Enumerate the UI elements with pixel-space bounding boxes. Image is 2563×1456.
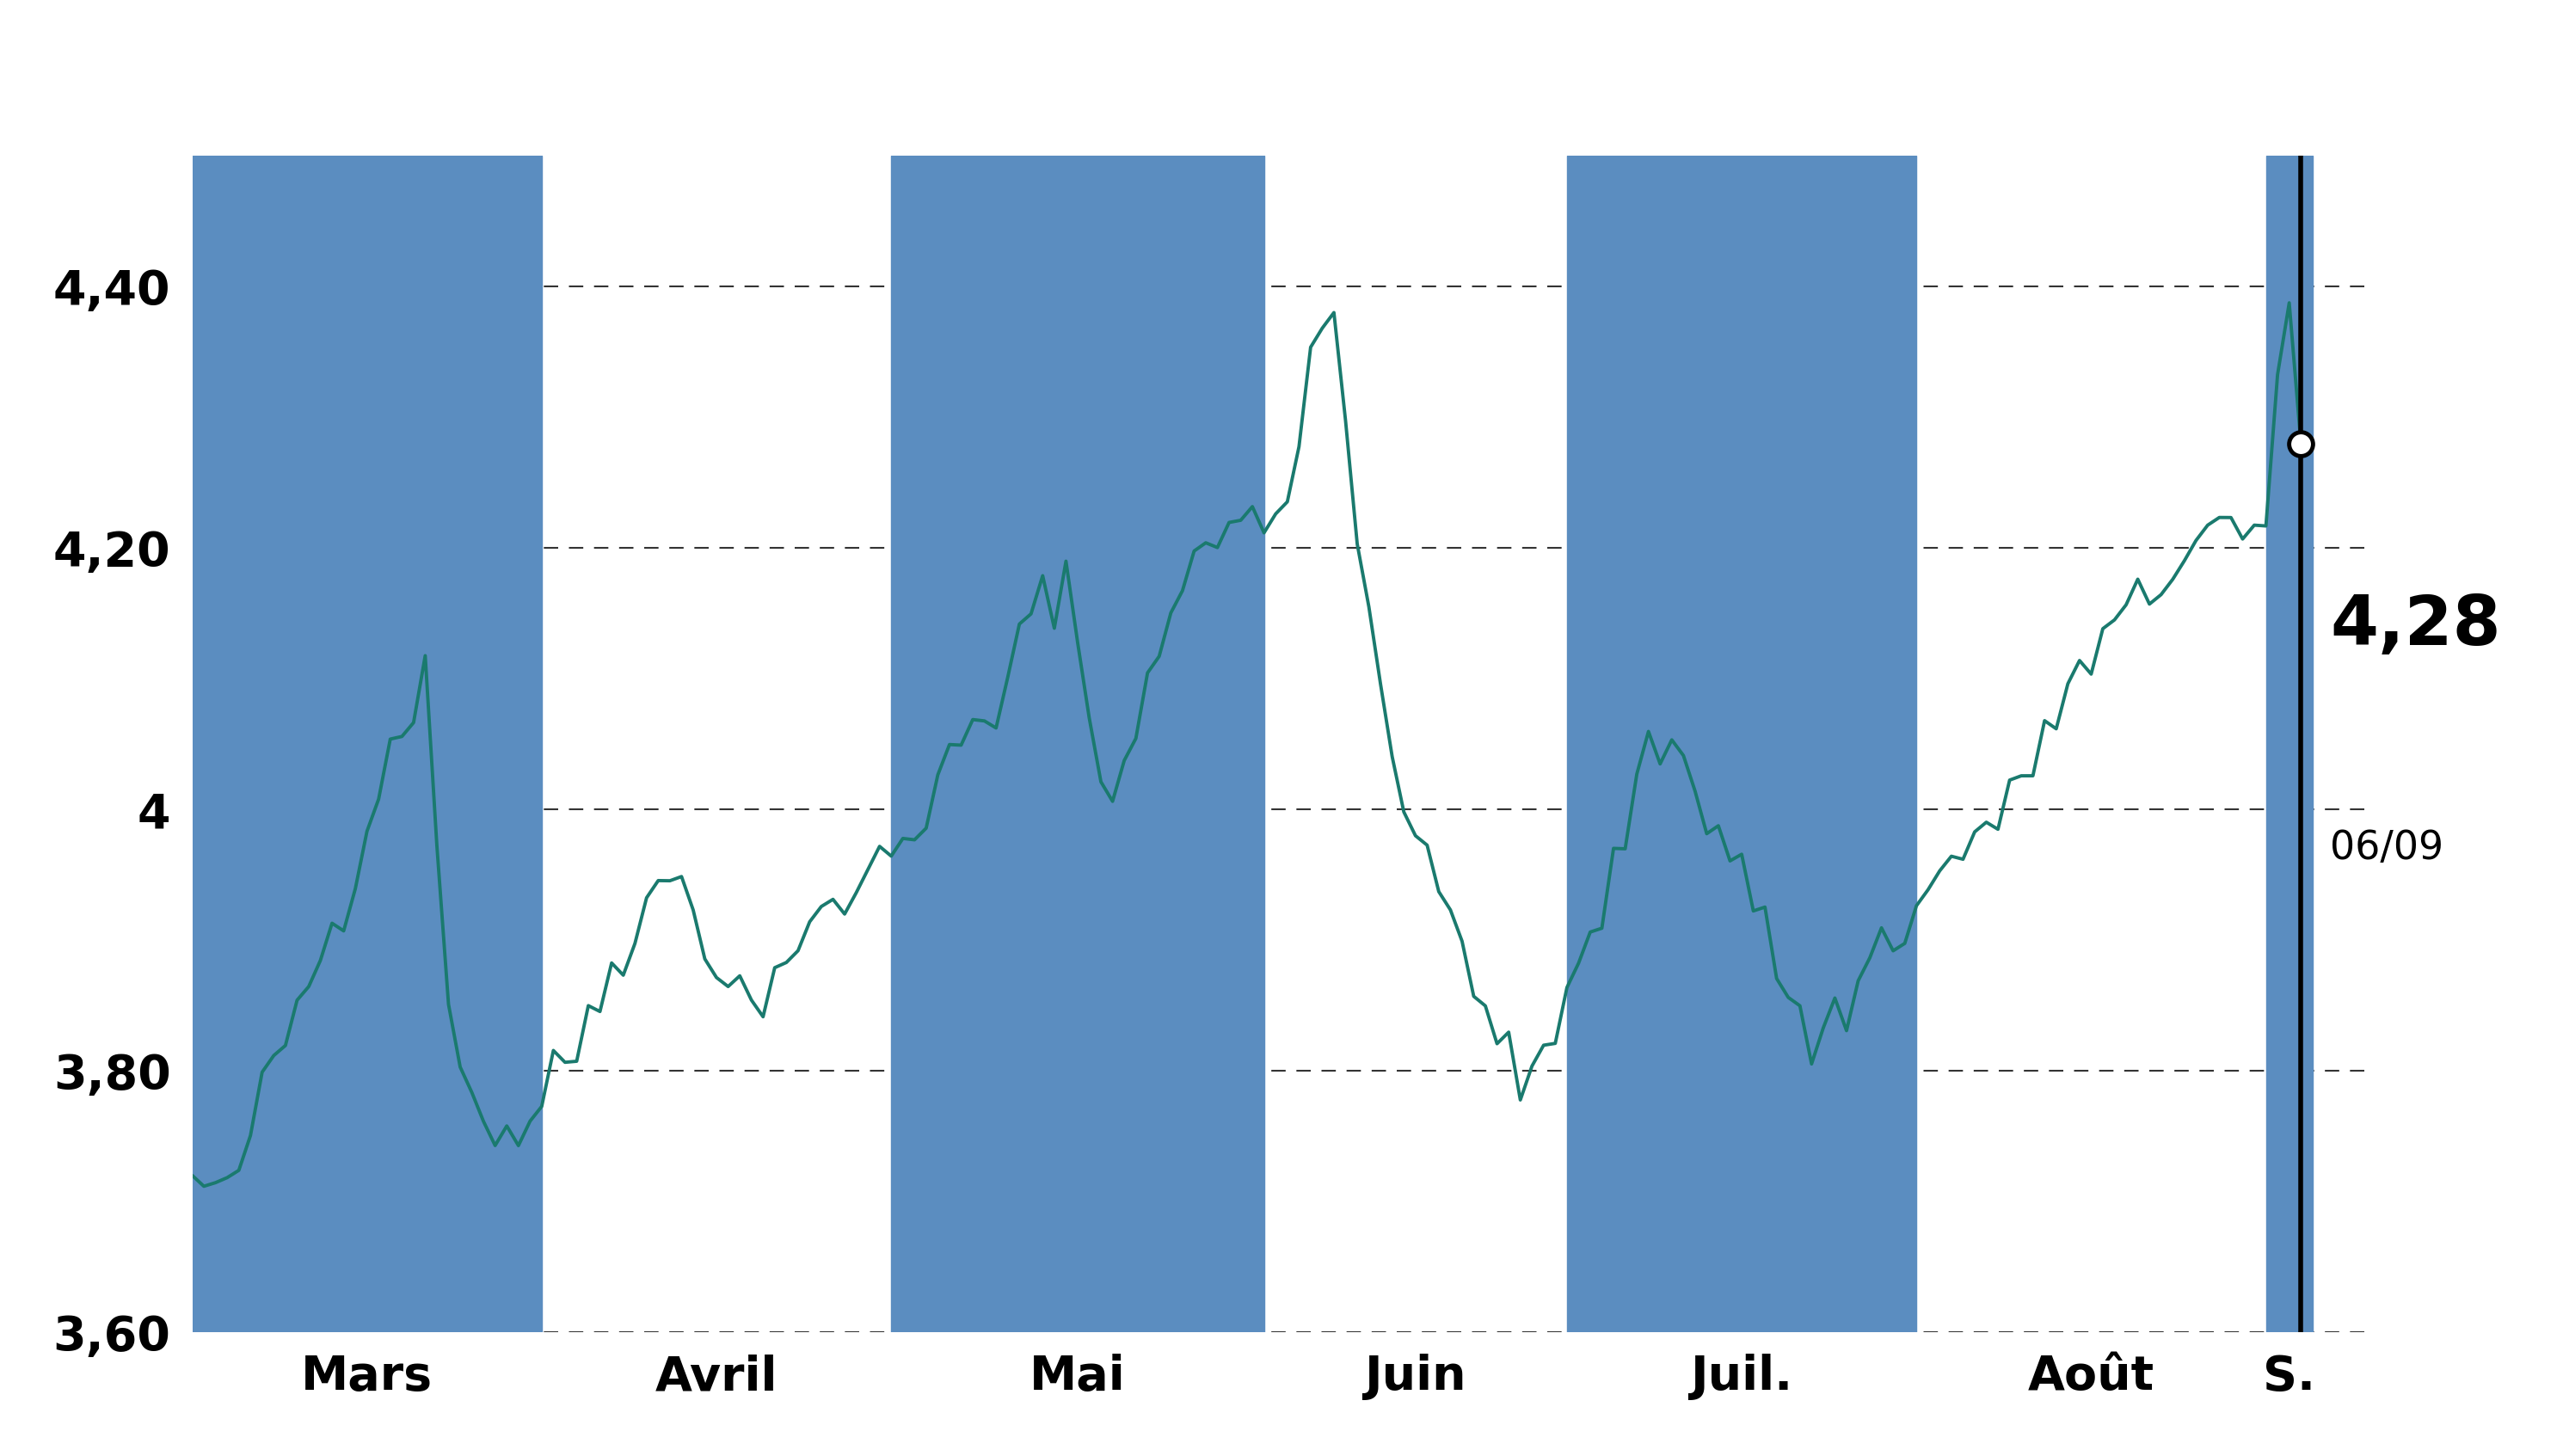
Bar bbox=[1566, 156, 1917, 1332]
Bar bbox=[892, 156, 1264, 1332]
Bar bbox=[2266, 156, 2312, 1332]
Bar bbox=[192, 156, 541, 1332]
Text: 06/09: 06/09 bbox=[2330, 830, 2443, 868]
Text: ABC ARBITRAGE: ABC ARBITRAGE bbox=[851, 20, 1712, 114]
Text: 4,28: 4,28 bbox=[2330, 593, 2501, 660]
